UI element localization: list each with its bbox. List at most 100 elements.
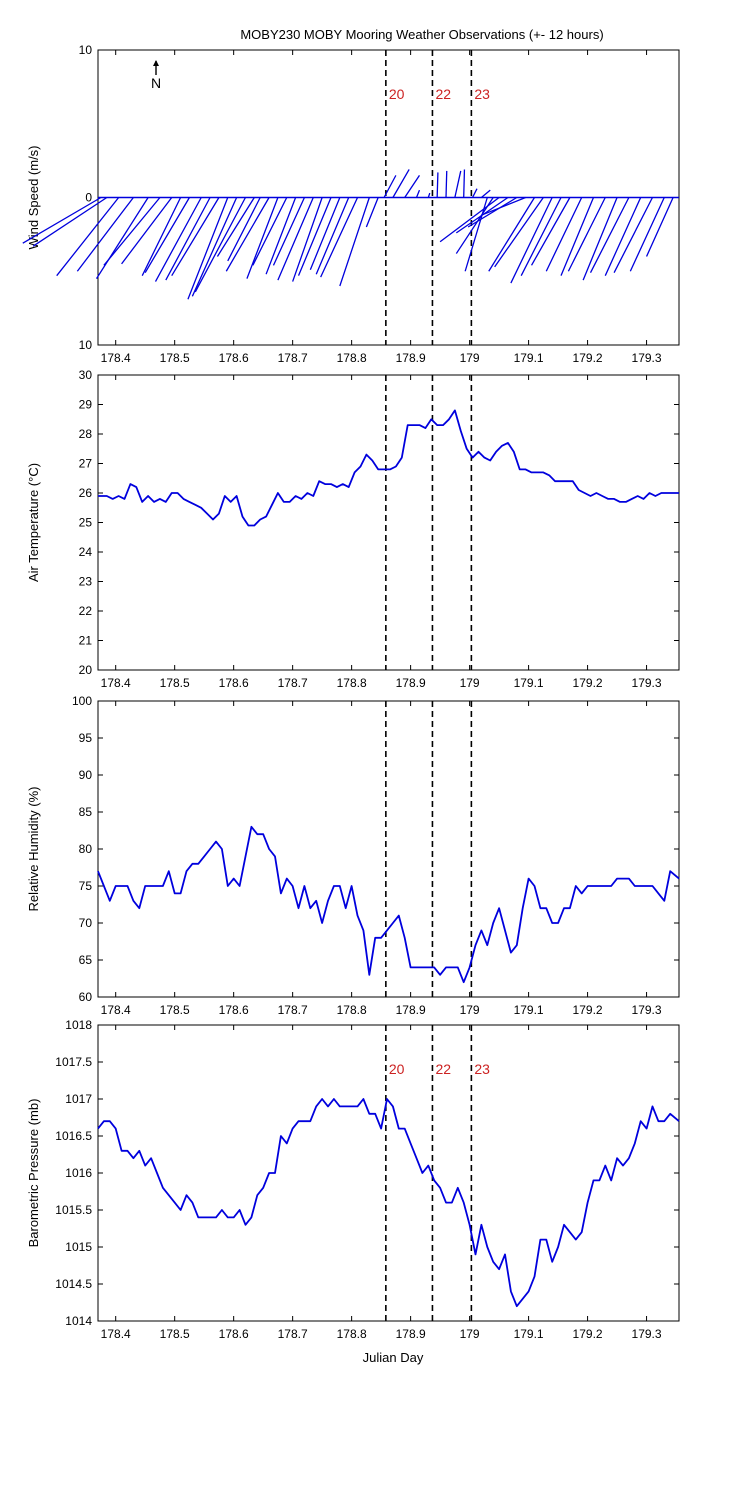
wind-stick [383, 175, 397, 198]
wind-stick [454, 170, 462, 198]
wind-stick [227, 197, 261, 262]
wind-stick [510, 197, 553, 284]
y-axis-label: Barometric Pressure (mb) [26, 1099, 41, 1248]
x-tick-label: 178.5 [160, 1327, 190, 1341]
north-arrowhead-icon [153, 60, 159, 66]
x-tick-label: 179 [460, 676, 480, 690]
event-label: 22 [435, 86, 451, 102]
y-tick-label: 1016.5 [55, 1129, 92, 1143]
wind-stick [445, 170, 448, 198]
y-tick-label: 80 [79, 842, 93, 856]
y-tick-label: 1015.5 [55, 1203, 92, 1217]
wind-stick [613, 197, 654, 274]
x-tick-label: 179.2 [573, 1327, 603, 1341]
wind-stick [309, 197, 341, 271]
wind-stick [604, 197, 642, 276]
x-tick-label: 178.5 [160, 1003, 190, 1017]
y-axis-label: Relative Humidity (%) [26, 787, 41, 912]
x-tick-label: 178.4 [101, 351, 131, 365]
y-tick-label: 1017.5 [55, 1055, 92, 1069]
wind-stick [629, 197, 665, 272]
x-tick-label: 178.5 [160, 676, 190, 690]
wind-stick [216, 197, 255, 257]
wind-stick [494, 197, 544, 268]
wind-stick [436, 172, 439, 198]
wind-stick [171, 197, 220, 277]
y-tick-label: 90 [79, 768, 93, 782]
x-tick-label: 179.3 [632, 1327, 662, 1341]
event-label: 23 [474, 1061, 490, 1077]
x-tick-label: 179.2 [573, 676, 603, 690]
y-tick-label: 75 [79, 879, 93, 893]
x-tick-label: 179.3 [632, 351, 662, 365]
y-tick-label: 1014 [65, 1314, 92, 1328]
wind-stick [545, 197, 583, 272]
x-tick-label: 178.5 [160, 351, 190, 365]
wind-stick [439, 196, 500, 243]
x-tick-label: 178.7 [278, 1327, 308, 1341]
wind-stick [415, 189, 421, 198]
wind-stick [392, 169, 410, 198]
wind-stick [103, 197, 161, 266]
x-tick-label: 178.9 [396, 351, 426, 365]
x-tick-label: 179.1 [514, 1327, 544, 1341]
y-tick-label: 60 [79, 990, 93, 1004]
y-tick-label: 1015 [65, 1240, 92, 1254]
y-tick-label: 65 [79, 953, 93, 967]
y-tick-label: 21 [79, 634, 93, 648]
wind-stick [589, 197, 630, 274]
wind-stick [530, 197, 571, 266]
y-tick-label: 23 [79, 575, 93, 589]
wind-stick [246, 197, 279, 279]
wind-stick [582, 197, 618, 281]
y-tick-label: 85 [79, 805, 93, 819]
x-tick-label: 179.1 [514, 1003, 544, 1017]
wind-speed-panel: 178.4 178.5 178.6 178.7 178.8 178.9 179 179.1 17… [22, 43, 680, 365]
figure-title: MOBY230 MOBY Mooring Weather Observation… [240, 27, 603, 42]
y-tick-label: 29 [79, 398, 93, 412]
wind-stick [141, 197, 182, 276]
y-tick-label: 25 [79, 516, 93, 530]
wind-stick [252, 197, 288, 266]
x-tick-label: 179 [460, 1003, 480, 1017]
x-tick-label: 178.6 [219, 1327, 249, 1341]
wind-stick [95, 197, 149, 279]
wind-stick [277, 197, 314, 281]
x-tick-label: 178.7 [278, 1003, 308, 1017]
x-tick-label: 179.3 [632, 676, 662, 690]
y-tick-label: 30 [79, 368, 93, 382]
wind-stick [471, 188, 478, 198]
y-tick-label: 26 [79, 486, 93, 500]
x-tick-label: 179 [460, 1327, 480, 1341]
series-line [98, 409, 679, 527]
x-tick-label: 178.4 [101, 1327, 131, 1341]
wind-stick [265, 197, 297, 275]
x-tick-label: 178.6 [219, 1003, 249, 1017]
relative-humidity-panel: 178.4 178.5 178.6 178.7 178.8 178.9 179 179.1 17… [26, 694, 680, 1017]
y-tick-label: 70 [79, 916, 93, 930]
x-tick-label: 178.9 [396, 1327, 426, 1341]
north-label: N [151, 75, 161, 91]
barometric-pressure-panel: 178.4 178.5 178.6 178.7 178.8 178.9 179 179.1 17… [26, 1018, 680, 1341]
wind-stick [520, 197, 562, 276]
y-tick-label: 1017 [65, 1092, 92, 1106]
wind-stick [404, 175, 421, 198]
wind-stick [560, 197, 595, 276]
wind-stick [365, 197, 379, 228]
wind-stick [272, 197, 306, 266]
x-tick-label: 178.6 [219, 676, 249, 690]
x-tick-label: 178.4 [101, 676, 131, 690]
y-tick-label: 10 [79, 338, 93, 352]
wind-stick [76, 197, 134, 272]
wind-stick [187, 197, 229, 300]
x-tick-label: 178.9 [396, 1003, 426, 1017]
event-label: 23 [474, 86, 490, 102]
x-tick-label: 178.8 [337, 676, 367, 690]
wind-stick [488, 197, 536, 272]
x-tick-label: 178.8 [337, 351, 367, 365]
wind-stick [481, 196, 526, 216]
plot-frame [97, 374, 680, 671]
wind-stick [292, 197, 323, 282]
y-tick-label: 20 [79, 663, 93, 677]
